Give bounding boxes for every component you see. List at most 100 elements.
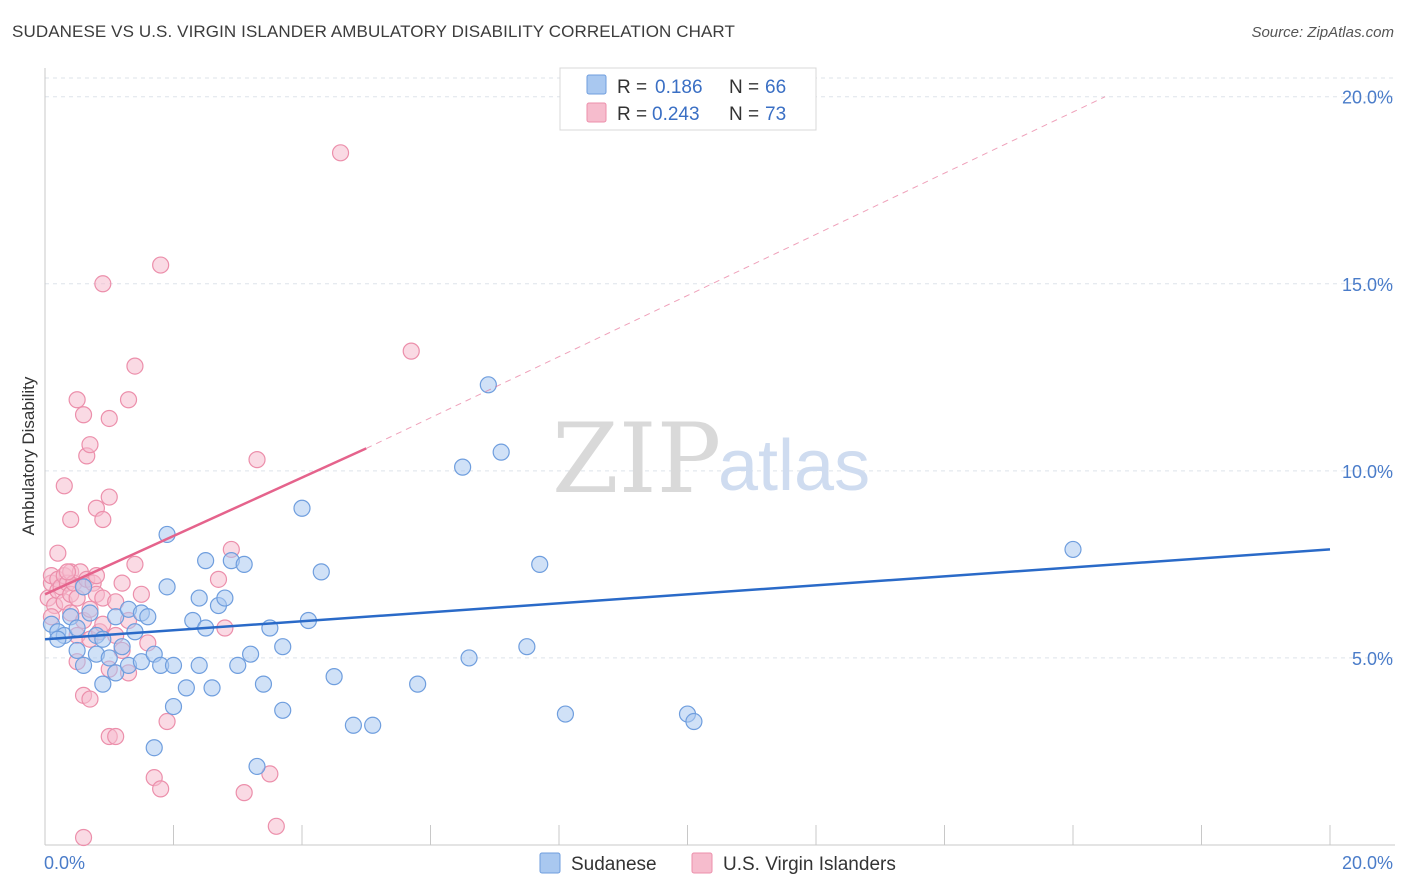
virgin-islanders-point xyxy=(113,574,131,592)
sudanese-point xyxy=(164,697,183,716)
virgin-islanders-point xyxy=(100,488,118,506)
sudanese-point xyxy=(68,641,86,660)
y-tick-label: 5.0% xyxy=(1352,649,1393,669)
virgin-islanders-point xyxy=(94,275,112,293)
virgin-islanders-point xyxy=(74,828,93,847)
virgin-islanders-point xyxy=(209,570,228,588)
sudanese-point xyxy=(409,675,427,693)
legend-n-value: 73 xyxy=(765,104,786,125)
sudanese-point xyxy=(685,712,703,731)
sudanese-point xyxy=(518,638,536,656)
series-legend: Sudanese U.S. Virgin Islanders xyxy=(539,852,896,875)
source-label: Source: ZipAtlas.com xyxy=(1251,24,1394,41)
sudanese-point xyxy=(1064,540,1082,559)
trend-lines xyxy=(44,96,1331,641)
sudanese-point xyxy=(312,563,330,581)
x-tick-label: 0.0% xyxy=(44,853,85,873)
legend-r-label: R = xyxy=(617,104,647,125)
sudanese-point xyxy=(556,705,575,723)
sudanese-point xyxy=(100,649,118,667)
sudanese-point xyxy=(177,679,195,697)
y-tick-label: 10.0% xyxy=(1342,462,1393,482)
series-us-virgin-islanders xyxy=(39,144,420,847)
virgin-islanders-point xyxy=(261,765,279,783)
legend-r-label: R = xyxy=(617,77,647,98)
virgin-islanders-point xyxy=(58,563,77,581)
sudanese-point xyxy=(74,578,93,596)
sudanese-point xyxy=(229,656,247,675)
trend-line-sudanese xyxy=(44,548,1331,641)
sudanese-point xyxy=(203,679,221,697)
watermark-atlas: atlas xyxy=(718,426,870,506)
sudanese-point xyxy=(107,608,125,626)
sudanese-point xyxy=(325,668,343,686)
watermark-zip: ZIP xyxy=(552,403,721,515)
virgin-islanders-point xyxy=(62,510,80,529)
sudanese-point xyxy=(531,555,549,573)
bottom-legend-swatch-sudanese xyxy=(539,852,561,874)
sudanese-point xyxy=(164,656,183,675)
sudanese-point xyxy=(145,739,163,757)
sudanese-point xyxy=(293,499,311,517)
sudanese-point xyxy=(235,555,253,573)
virgin-islanders-point xyxy=(55,477,73,495)
legend-swatch-sudanese xyxy=(586,74,607,95)
sudanese-point xyxy=(254,675,273,693)
virgin-islanders-point xyxy=(152,780,170,798)
sudanese-point xyxy=(454,458,472,476)
virgin-islanders-point xyxy=(132,585,150,603)
y-tick-label: 20.0% xyxy=(1342,88,1393,108)
virgin-islanders-point xyxy=(81,436,99,454)
virgin-islanders-point xyxy=(267,817,285,835)
sudanese-point xyxy=(74,656,93,675)
sudanese-point xyxy=(94,675,112,693)
virgin-islanders-point xyxy=(235,784,253,802)
legend-n-value: 66 xyxy=(765,77,786,98)
virgin-islanders-point xyxy=(119,391,138,409)
sudanese-point xyxy=(274,638,292,656)
chart-title: SUDANESE VS U.S. VIRGIN ISLANDER AMBULAT… xyxy=(12,22,735,41)
legend-r-value: 0.243 xyxy=(652,104,700,125)
sudanese-point xyxy=(216,589,234,607)
virgin-islanders-point xyxy=(402,342,420,360)
sudanese-point xyxy=(190,656,208,675)
sudanese-point xyxy=(132,653,150,671)
sudanese-point xyxy=(460,649,478,667)
tick-labels: 5.0% 10.0% 15.0% 20.0% 0.0% 20.0% xyxy=(44,88,1393,873)
virgin-islanders-point xyxy=(158,712,176,731)
series-sudanese xyxy=(42,376,1082,776)
sudanese-point xyxy=(107,664,125,682)
legend-n-label: N = xyxy=(729,104,759,125)
virgin-islanders-point xyxy=(100,409,118,428)
y-tick-label: 15.0% xyxy=(1342,275,1393,295)
virgin-islanders-point xyxy=(248,451,266,469)
y-axis-label: Ambulatory Disability xyxy=(19,376,38,535)
virgin-islanders-point xyxy=(126,357,144,375)
virgin-islanders-point xyxy=(126,555,144,573)
sudanese-point xyxy=(197,552,215,570)
virgin-islanders-point xyxy=(81,690,99,708)
virgin-islanders-point xyxy=(49,544,67,562)
sudanese-point xyxy=(190,589,208,607)
bottom-legend-virgin-islanders: U.S. Virgin Islanders xyxy=(723,854,896,875)
virgin-islanders-point xyxy=(107,727,125,746)
virgin-islanders-point xyxy=(74,406,93,424)
sudanese-point xyxy=(248,757,266,776)
sudanese-point xyxy=(479,376,497,394)
virgin-islanders-point xyxy=(68,391,86,409)
bottom-legend-swatch-virgin-islanders xyxy=(691,852,713,874)
trend-extension-virgin-islanders xyxy=(366,96,1106,449)
axes xyxy=(44,68,1395,846)
legend-n-label: N = xyxy=(729,77,759,98)
sudanese-point xyxy=(344,716,362,734)
sudanese-point xyxy=(492,443,510,461)
sudanese-point xyxy=(364,716,382,734)
sudanese-point xyxy=(242,645,260,663)
correlation-legend: R = 0.186 N = 66 R = 0.243 N = 73 xyxy=(559,67,817,131)
legend-swatch-virgin-islanders xyxy=(586,102,607,123)
bottom-legend-sudanese: Sudanese xyxy=(571,854,657,875)
sudanese-point xyxy=(113,638,131,656)
sudanese-point xyxy=(81,604,99,622)
sudanese-point xyxy=(158,578,176,596)
